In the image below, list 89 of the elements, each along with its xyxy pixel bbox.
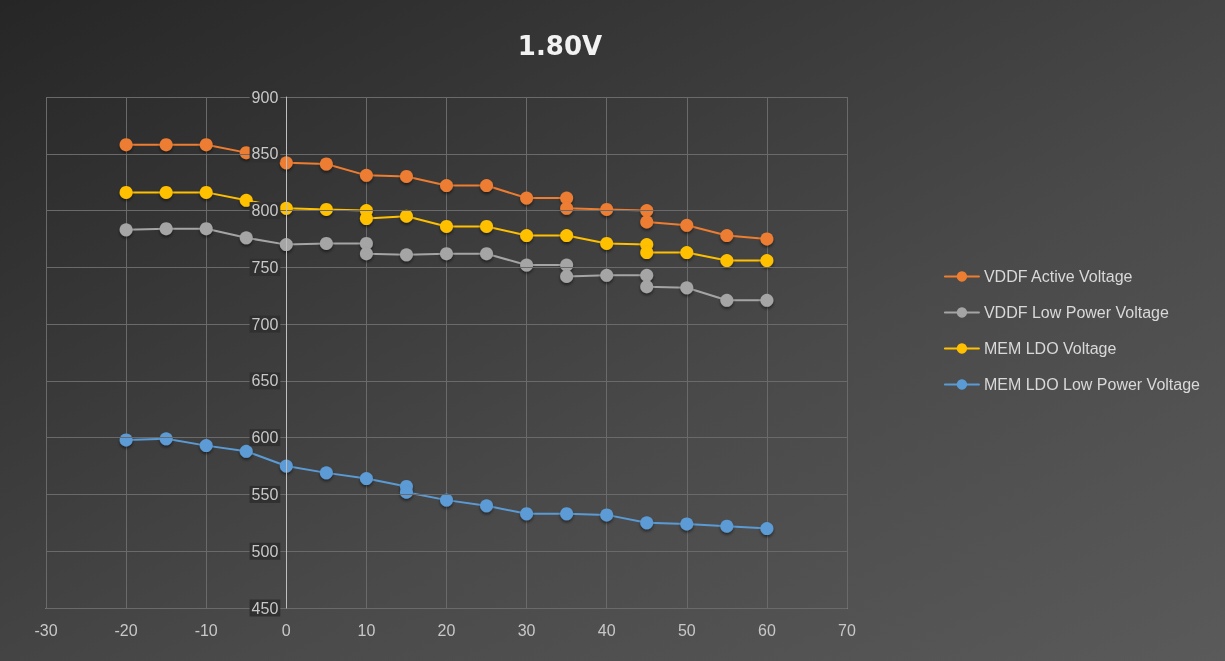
point [560, 269, 574, 283]
point [440, 219, 453, 233]
point [199, 138, 213, 152]
point [640, 516, 654, 530]
point [520, 258, 534, 272]
point [199, 222, 213, 236]
legend-label: MEM LDO Low Power Voltage [983, 376, 1201, 393]
point [440, 179, 453, 193]
x-tick-label: 70 [838, 621, 856, 639]
point [560, 229, 574, 243]
point [600, 508, 614, 522]
point [480, 499, 494, 513]
point [600, 236, 614, 250]
point [640, 246, 654, 260]
y-tick-label: 900 [251, 88, 279, 106]
point [520, 507, 534, 521]
point [520, 191, 534, 205]
point [319, 202, 333, 216]
point [600, 268, 614, 282]
point [640, 280, 654, 294]
point [440, 493, 453, 507]
point [680, 218, 694, 232]
point [480, 179, 494, 193]
point [359, 247, 373, 261]
x-tick-label: 60 [758, 621, 776, 639]
point [680, 281, 694, 295]
point [720, 254, 734, 268]
point [520, 229, 534, 243]
x-tick-label: 50 [677, 621, 696, 639]
point [399, 169, 413, 183]
point [640, 268, 654, 282]
legend-label: VDDF Low Power Voltage [983, 304, 1169, 321]
chart-title: 1.80V [517, 31, 603, 61]
point [239, 444, 253, 458]
x-tick-label: 20 [437, 621, 456, 639]
point [480, 247, 494, 261]
point [480, 219, 494, 233]
y-tick-label: 650 [251, 372, 279, 390]
x-tick-label: -30 [34, 621, 58, 639]
point [199, 439, 213, 453]
legend-label: VDDF Active Voltage [983, 268, 1133, 285]
x-tick-label: 30 [517, 621, 536, 639]
point [119, 138, 133, 152]
y-tick-label: 850 [251, 145, 279, 163]
point [760, 293, 774, 307]
point [359, 168, 373, 182]
point [640, 215, 654, 229]
x-tick-label: 40 [597, 621, 616, 639]
y-tick-label: 750 [251, 258, 279, 276]
point [359, 472, 373, 486]
point [159, 222, 173, 236]
point [720, 293, 734, 307]
point [279, 156, 293, 170]
point [760, 522, 774, 536]
point [319, 236, 333, 250]
point [279, 238, 293, 252]
point [319, 466, 333, 480]
point [119, 223, 133, 237]
point [359, 212, 373, 225]
point [680, 246, 694, 260]
y-tick-label: 600 [251, 429, 279, 447]
y-tick-label: 700 [251, 315, 279, 333]
point [560, 201, 574, 215]
point [159, 185, 173, 199]
point [119, 185, 133, 199]
point [319, 157, 333, 171]
point [159, 432, 173, 446]
x-tick-label: 0 [281, 621, 291, 639]
point [159, 138, 173, 152]
y-tick-label: 800 [251, 202, 279, 220]
legend-label: MEM LDO Voltage [983, 340, 1117, 357]
point [720, 519, 734, 533]
point [680, 517, 694, 531]
point [440, 247, 453, 261]
x-tick-label: -20 [114, 621, 138, 639]
x-tick-label: -10 [194, 621, 218, 639]
y-tick-label: 500 [251, 542, 279, 560]
point [760, 232, 774, 246]
y-tick-label: 550 [251, 485, 279, 503]
point [239, 231, 253, 245]
x-tick-label: 10 [357, 621, 376, 639]
point [199, 185, 213, 199]
point [239, 193, 253, 207]
point [399, 248, 413, 262]
point [399, 209, 413, 223]
point [760, 254, 774, 268]
y-tick-label: 450 [251, 599, 279, 617]
point [720, 229, 734, 243]
point [560, 507, 574, 521]
